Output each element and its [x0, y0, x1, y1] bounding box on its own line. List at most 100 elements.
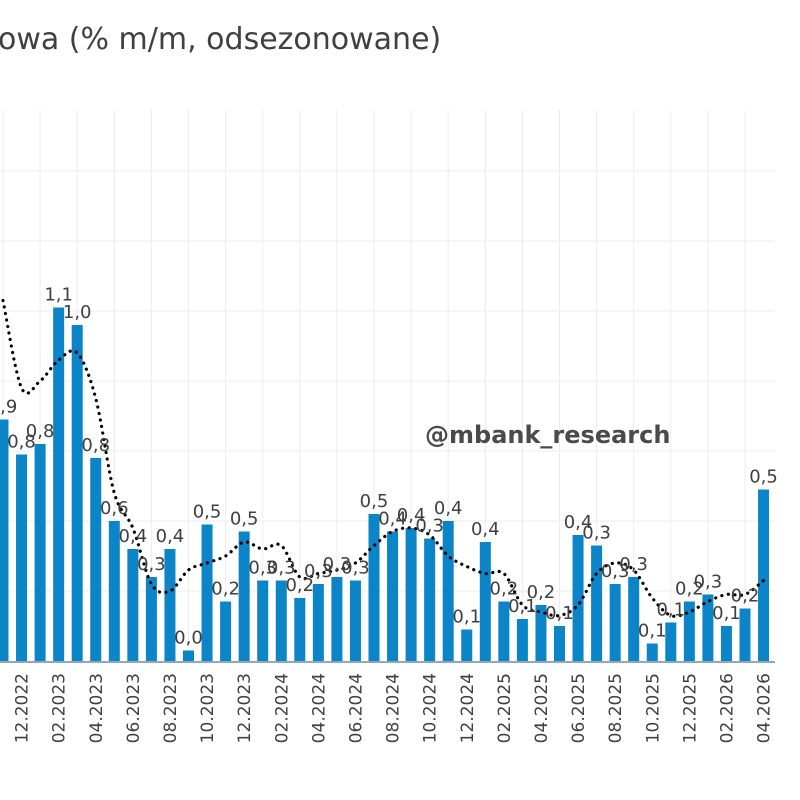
chart-title: owa (% m/m, odsezonowane) — [0, 22, 442, 57]
data-label: 0,8 — [7, 432, 36, 453]
data-label: 0,1 — [452, 607, 481, 628]
x-tick-label: 12.2025 — [680, 673, 700, 743]
bar — [683, 601, 695, 661]
data-label: 0,1 — [712, 603, 741, 624]
x-tick-label: 12.2023 — [235, 673, 255, 743]
bar — [758, 489, 770, 661]
data-label: 0,3 — [601, 561, 630, 582]
data-label: 0,4 — [471, 519, 500, 540]
bar — [331, 577, 343, 661]
data-label: 0,5 — [749, 467, 778, 488]
data-label: 0,1 — [638, 621, 667, 642]
data-label: 0,3 — [619, 554, 648, 575]
x-tick-label: 04.2024 — [309, 673, 329, 743]
data-label: 0,6 — [100, 498, 129, 519]
data-label: 0,3 — [582, 523, 611, 544]
data-label: 0,5 — [193, 502, 222, 523]
bar — [164, 549, 176, 661]
data-label: 0,8 — [26, 421, 55, 442]
bar — [294, 598, 306, 661]
bar — [53, 307, 65, 661]
data-label: 0,3 — [694, 572, 723, 593]
bar — [183, 650, 194, 661]
x-tick-label: 06.2024 — [346, 673, 366, 743]
bar — [516, 619, 528, 661]
data-label: 1,1 — [44, 285, 73, 306]
bar — [702, 594, 714, 661]
bar — [442, 521, 454, 661]
bar — [16, 454, 28, 661]
data-label: 0,1 — [508, 596, 537, 617]
x-tick-label: 02.2026 — [717, 673, 737, 743]
x-tick-label: 06.2023 — [124, 673, 144, 743]
data-label: 1,0 — [63, 302, 92, 323]
x-tick-label: 10.2023 — [198, 673, 218, 743]
data-label: 0,9 — [0, 397, 17, 418]
data-label: 0,1 — [545, 603, 574, 624]
data-label: 0,3 — [304, 561, 333, 582]
bar — [275, 580, 287, 661]
data-label: 0,3 — [248, 558, 277, 579]
bar — [257, 580, 269, 661]
watermark: @mbank_research — [425, 421, 670, 449]
bar — [609, 584, 621, 661]
x-tick-label: 10.2025 — [643, 673, 663, 743]
data-label: 0,2 — [731, 586, 760, 607]
bar — [665, 622, 677, 661]
bar — [739, 608, 751, 661]
x-tick-label: 08.2024 — [384, 673, 404, 743]
bar — [0, 419, 9, 661]
bar — [720, 626, 732, 661]
x-tick-label: 02.2025 — [495, 673, 515, 743]
data-label: 0,3 — [137, 554, 166, 575]
x-tick-label: 04.2023 — [87, 673, 107, 743]
bar — [71, 325, 83, 661]
bar — [368, 514, 380, 661]
bar — [424, 538, 436, 661]
bar — [220, 601, 232, 661]
bar — [591, 545, 603, 661]
bar — [498, 601, 510, 661]
bar — [646, 643, 658, 661]
data-label: 0,3 — [415, 516, 444, 537]
bar — [554, 626, 565, 661]
bar — [145, 577, 157, 661]
x-tick-label: 08.2025 — [606, 673, 626, 743]
data-label: 0,2 — [527, 582, 556, 603]
x-tick-label: 12.2022 — [13, 673, 33, 743]
data-label: 0,3 — [323, 554, 352, 575]
data-label: 0,1 — [656, 600, 685, 621]
data-label: 0,2 — [675, 579, 704, 600]
bar — [405, 528, 417, 661]
bar — [479, 542, 491, 661]
bar — [201, 524, 213, 661]
data-label: 0,5 — [360, 491, 389, 512]
bar — [238, 531, 250, 661]
bar — [90, 458, 102, 661]
data-label: 0,4 — [434, 498, 463, 519]
data-label: 0,3 — [341, 558, 370, 579]
data-label: 0,4 — [397, 505, 426, 526]
bar — [535, 605, 547, 661]
bar — [572, 535, 584, 661]
data-label: 0,4 — [378, 509, 407, 530]
x-tick-label: 12.2024 — [458, 673, 478, 743]
bar — [127, 549, 139, 661]
data-label: 0,2 — [211, 579, 240, 600]
bar — [387, 531, 399, 661]
x-tick-label: 06.2025 — [569, 673, 589, 743]
bar — [34, 444, 46, 661]
x-tick-label: 10.2024 — [421, 673, 441, 743]
data-label: 0,2 — [490, 579, 519, 600]
data-label: 0,4 — [564, 512, 593, 533]
x-tick-label: 02.2023 — [50, 673, 70, 743]
data-label: 0,2 — [285, 575, 314, 596]
data-label: 0,4 — [119, 526, 148, 547]
bar — [628, 577, 640, 661]
bar — [108, 521, 120, 661]
x-tick-label: 04.2025 — [532, 673, 552, 743]
data-label: 0,4 — [156, 526, 185, 547]
bar — [312, 584, 324, 661]
bar — [461, 629, 473, 661]
